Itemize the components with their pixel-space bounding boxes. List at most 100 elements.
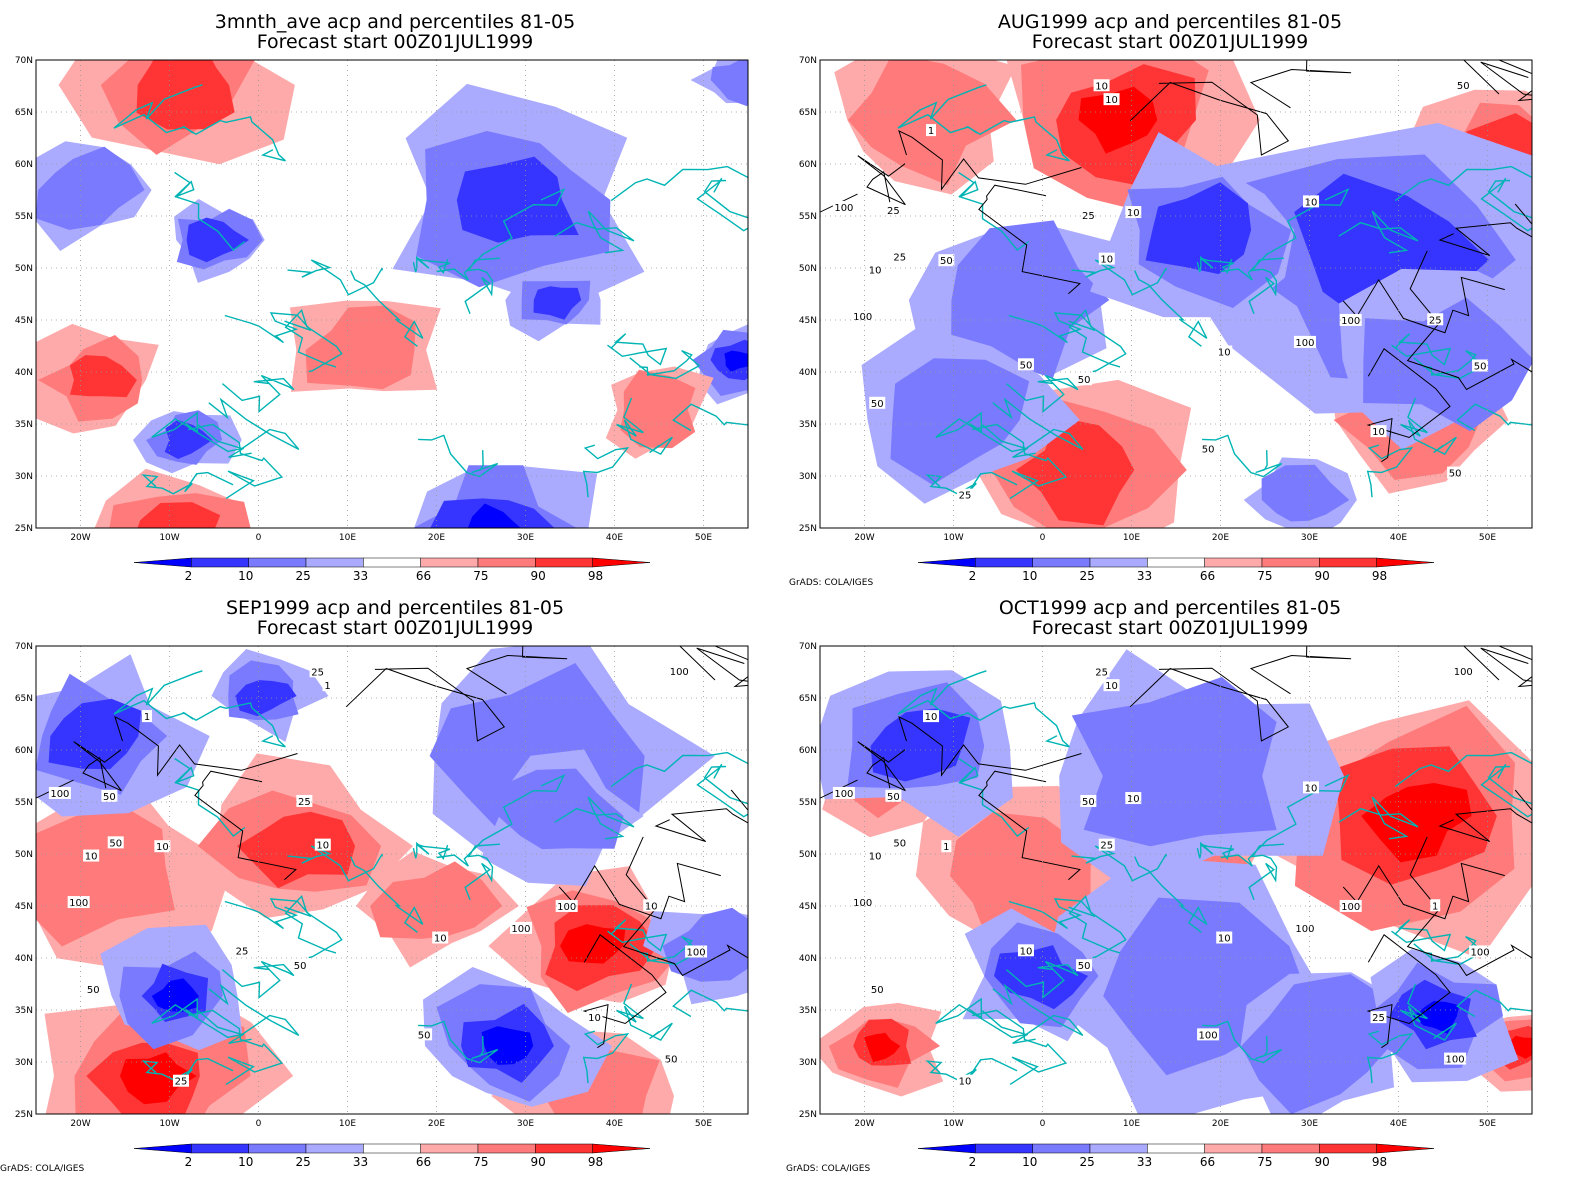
- lat-tick-label: 30N: [15, 1058, 33, 1068]
- colorbar-segment: [1147, 557, 1205, 568]
- colorbar-segment: [1261, 1143, 1320, 1154]
- lon-tick-label: 40E: [606, 1119, 623, 1129]
- lon-tick-label: 30E: [1301, 533, 1318, 543]
- wet-anomaly-area: [864, 1032, 901, 1063]
- colorbar-label: 10: [238, 1155, 253, 1169]
- map-panel-1: 3mnth_ave acp and percentiles 81-05 Fore…: [0, 0, 790, 590]
- colorbar-segment: [420, 557, 479, 568]
- wet-anomaly-area: [370, 861, 503, 939]
- graticule: [36, 59, 748, 529]
- colorbar-label: 2: [969, 1155, 977, 1169]
- contour-label: 50: [1082, 797, 1095, 808]
- contour-label: 100: [1295, 924, 1314, 935]
- lon-tick-label: 20E: [1212, 533, 1229, 543]
- colorbar-segment: [477, 557, 536, 568]
- dry-anomaly-area: [164, 419, 213, 459]
- lat-tick-label: 25N: [15, 1110, 33, 1120]
- colorbar-segment: [191, 557, 249, 568]
- lat-tick-label: 45N: [799, 902, 817, 912]
- map-frame: [35, 645, 749, 1115]
- contour-label: 100: [557, 902, 576, 913]
- colorbar-segment: [248, 557, 307, 568]
- lat-tick-label: 55N: [15, 212, 33, 222]
- contour-label: 10: [869, 852, 882, 863]
- contour-label: 25: [311, 667, 324, 678]
- contour-label: 10: [156, 842, 169, 853]
- contour-label: 100: [1199, 1030, 1218, 1041]
- lat-tick-label: 45N: [15, 316, 33, 326]
- lon-tick-label: 20E: [428, 533, 445, 543]
- shaded-field: [36, 60, 748, 528]
- wet-anomaly-area: [847, 60, 1017, 186]
- contour-label: 10: [1127, 208, 1140, 219]
- contour-label: 50: [1020, 360, 1033, 371]
- colorbar-segment: [191, 1143, 249, 1154]
- dry-anomaly-area: [186, 217, 249, 263]
- colorbar-segment: [535, 557, 593, 568]
- contour-label: 100: [670, 667, 689, 678]
- contour-label: 10: [1095, 81, 1108, 92]
- colorbar-segment: [1089, 557, 1148, 568]
- lat-tick-label: 50N: [799, 264, 817, 274]
- dry-anomaly-area: [890, 358, 1030, 485]
- colorbar-segment: [305, 1143, 364, 1154]
- lat-tick-label: 40N: [15, 954, 33, 964]
- wet-anomaly-area: [69, 355, 137, 398]
- dry-anomaly-area: [456, 156, 579, 243]
- dry-anomaly-area: [151, 978, 199, 1012]
- lon-tick-label: 20W: [854, 1119, 874, 1129]
- map-panel-2: AUG1999 acp and percentiles 81-05 Foreca…: [784, 0, 1596, 590]
- panel-title: 3mnth_ave acp and percentiles 81-05: [214, 11, 576, 33]
- panel-title: AUG1999 acp and percentiles 81-05: [997, 11, 1343, 33]
- contour-label: 50: [940, 256, 953, 267]
- contour-label: 25: [893, 252, 906, 263]
- shaded-field: [834, 60, 1532, 528]
- colorbar-segment: [248, 1143, 307, 1154]
- lon-tick-label: 10E: [1123, 533, 1140, 543]
- colorbar-segment: [1376, 557, 1435, 568]
- colorbar-label: 66: [1200, 569, 1215, 583]
- colorbar-label: 33: [1137, 1155, 1152, 1169]
- colorbar-label: 25: [1079, 569, 1094, 583]
- lat-tick-label: 25N: [799, 524, 817, 534]
- lat-tick-label: 25N: [15, 524, 33, 534]
- contour-label: 10: [1105, 95, 1118, 106]
- colorbar-segment: [1089, 1143, 1148, 1154]
- colorbar-segment: [363, 557, 421, 568]
- colorbar: 2 10 25 33 66 75 90 98: [133, 1143, 651, 1169]
- colorbar-label: 66: [416, 1155, 431, 1169]
- dry-anomaly-area: [951, 220, 1110, 378]
- colorbar-segment: [477, 1143, 536, 1154]
- colorbar-label: 10: [238, 569, 253, 583]
- lon-tick-label: 20E: [1212, 1119, 1229, 1129]
- colorbar-label: 90: [531, 1155, 546, 1169]
- lon-tick-label: 10E: [1123, 1119, 1140, 1129]
- colorbar-segment: [1261, 557, 1320, 568]
- wet-anomaly-area: [120, 1052, 197, 1105]
- contour-label: 50: [887, 792, 900, 803]
- panel-subtitle: Forecast start 00Z01JUL1999: [256, 31, 534, 53]
- dry-anomaly-area: [1363, 297, 1532, 432]
- colorbar-label: 75: [473, 1155, 488, 1169]
- colorbar-segment: [592, 1143, 651, 1154]
- colorbar-label: 98: [588, 1155, 603, 1169]
- lat-tick-label: 30N: [799, 1058, 817, 1068]
- dry-anomaly-area: [497, 768, 624, 850]
- map-frame: [35, 59, 749, 529]
- lat-tick-label: 45N: [799, 316, 817, 326]
- colorbar-segment: [133, 1143, 192, 1154]
- lon-tick-label: 50E: [1479, 1119, 1496, 1129]
- lon-tick-label: 40E: [606, 533, 623, 543]
- contour-label: 100: [50, 789, 69, 800]
- lon-tick-label: 10W: [159, 1119, 179, 1129]
- contour-label: 100: [687, 947, 706, 958]
- lat-tick-label: 70N: [15, 642, 33, 652]
- panel-title: OCT1999 acp and percentiles 81-05: [998, 597, 1342, 619]
- contour-label: 25: [887, 206, 900, 217]
- contour-label: 1: [324, 681, 330, 692]
- colorbar-label: 25: [1079, 1155, 1094, 1169]
- dry-anomaly-area: [1145, 182, 1252, 275]
- colorbar-label: 33: [1137, 569, 1152, 583]
- colorbar-segment: [535, 1143, 593, 1154]
- colorbar-label: 25: [295, 569, 310, 583]
